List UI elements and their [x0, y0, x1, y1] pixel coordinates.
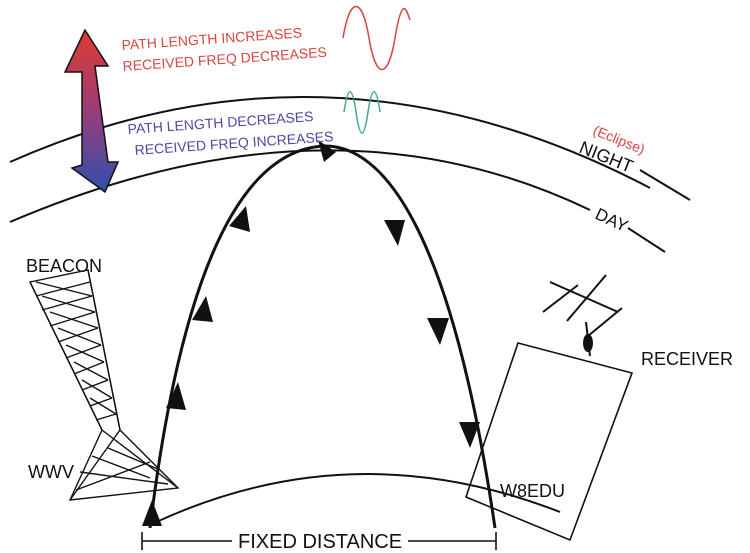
path-arrow-down-3: [459, 422, 480, 448]
day-layer-tail: [627, 227, 666, 253]
path-arrow-up-4: [229, 206, 250, 232]
path-direction-arrows: [142, 140, 480, 526]
earth-surface-arc: [149, 473, 561, 526]
fixed-distance-bracket: [141, 532, 497, 550]
day-label: DAY: [592, 204, 631, 235]
path-arrow-down-1: [384, 220, 405, 246]
night-layer-tail: [639, 169, 691, 201]
red-low-frequency-wave-icon: [342, 5, 411, 71]
day-layer-arc: [9, 149, 591, 223]
path-arrow-up-2: [166, 382, 186, 410]
path-arrow-top: [318, 140, 336, 162]
path-length-double-arrow-icon: [63, 28, 120, 194]
fixed-distance-label: FIXED DISTANCE: [238, 531, 402, 553]
teal-high-frequency-wave-icon: [343, 91, 381, 134]
receiver-label: RECEIVER: [641, 349, 733, 369]
beacon-label: BEACON: [26, 256, 102, 276]
path-arrow-down-2: [427, 318, 449, 345]
wwv-label: WWV: [28, 462, 74, 482]
transmitter-tower-icon: [28, 269, 180, 501]
receiver-building: [465, 342, 634, 542]
w8edu-label: W8EDU: [500, 481, 565, 501]
signal-propagation-path: [148, 144, 497, 529]
yagi-antenna-icon: [542, 274, 623, 357]
path-arrow-up-3: [192, 296, 213, 322]
path-arrow-up-1: [142, 500, 162, 526]
